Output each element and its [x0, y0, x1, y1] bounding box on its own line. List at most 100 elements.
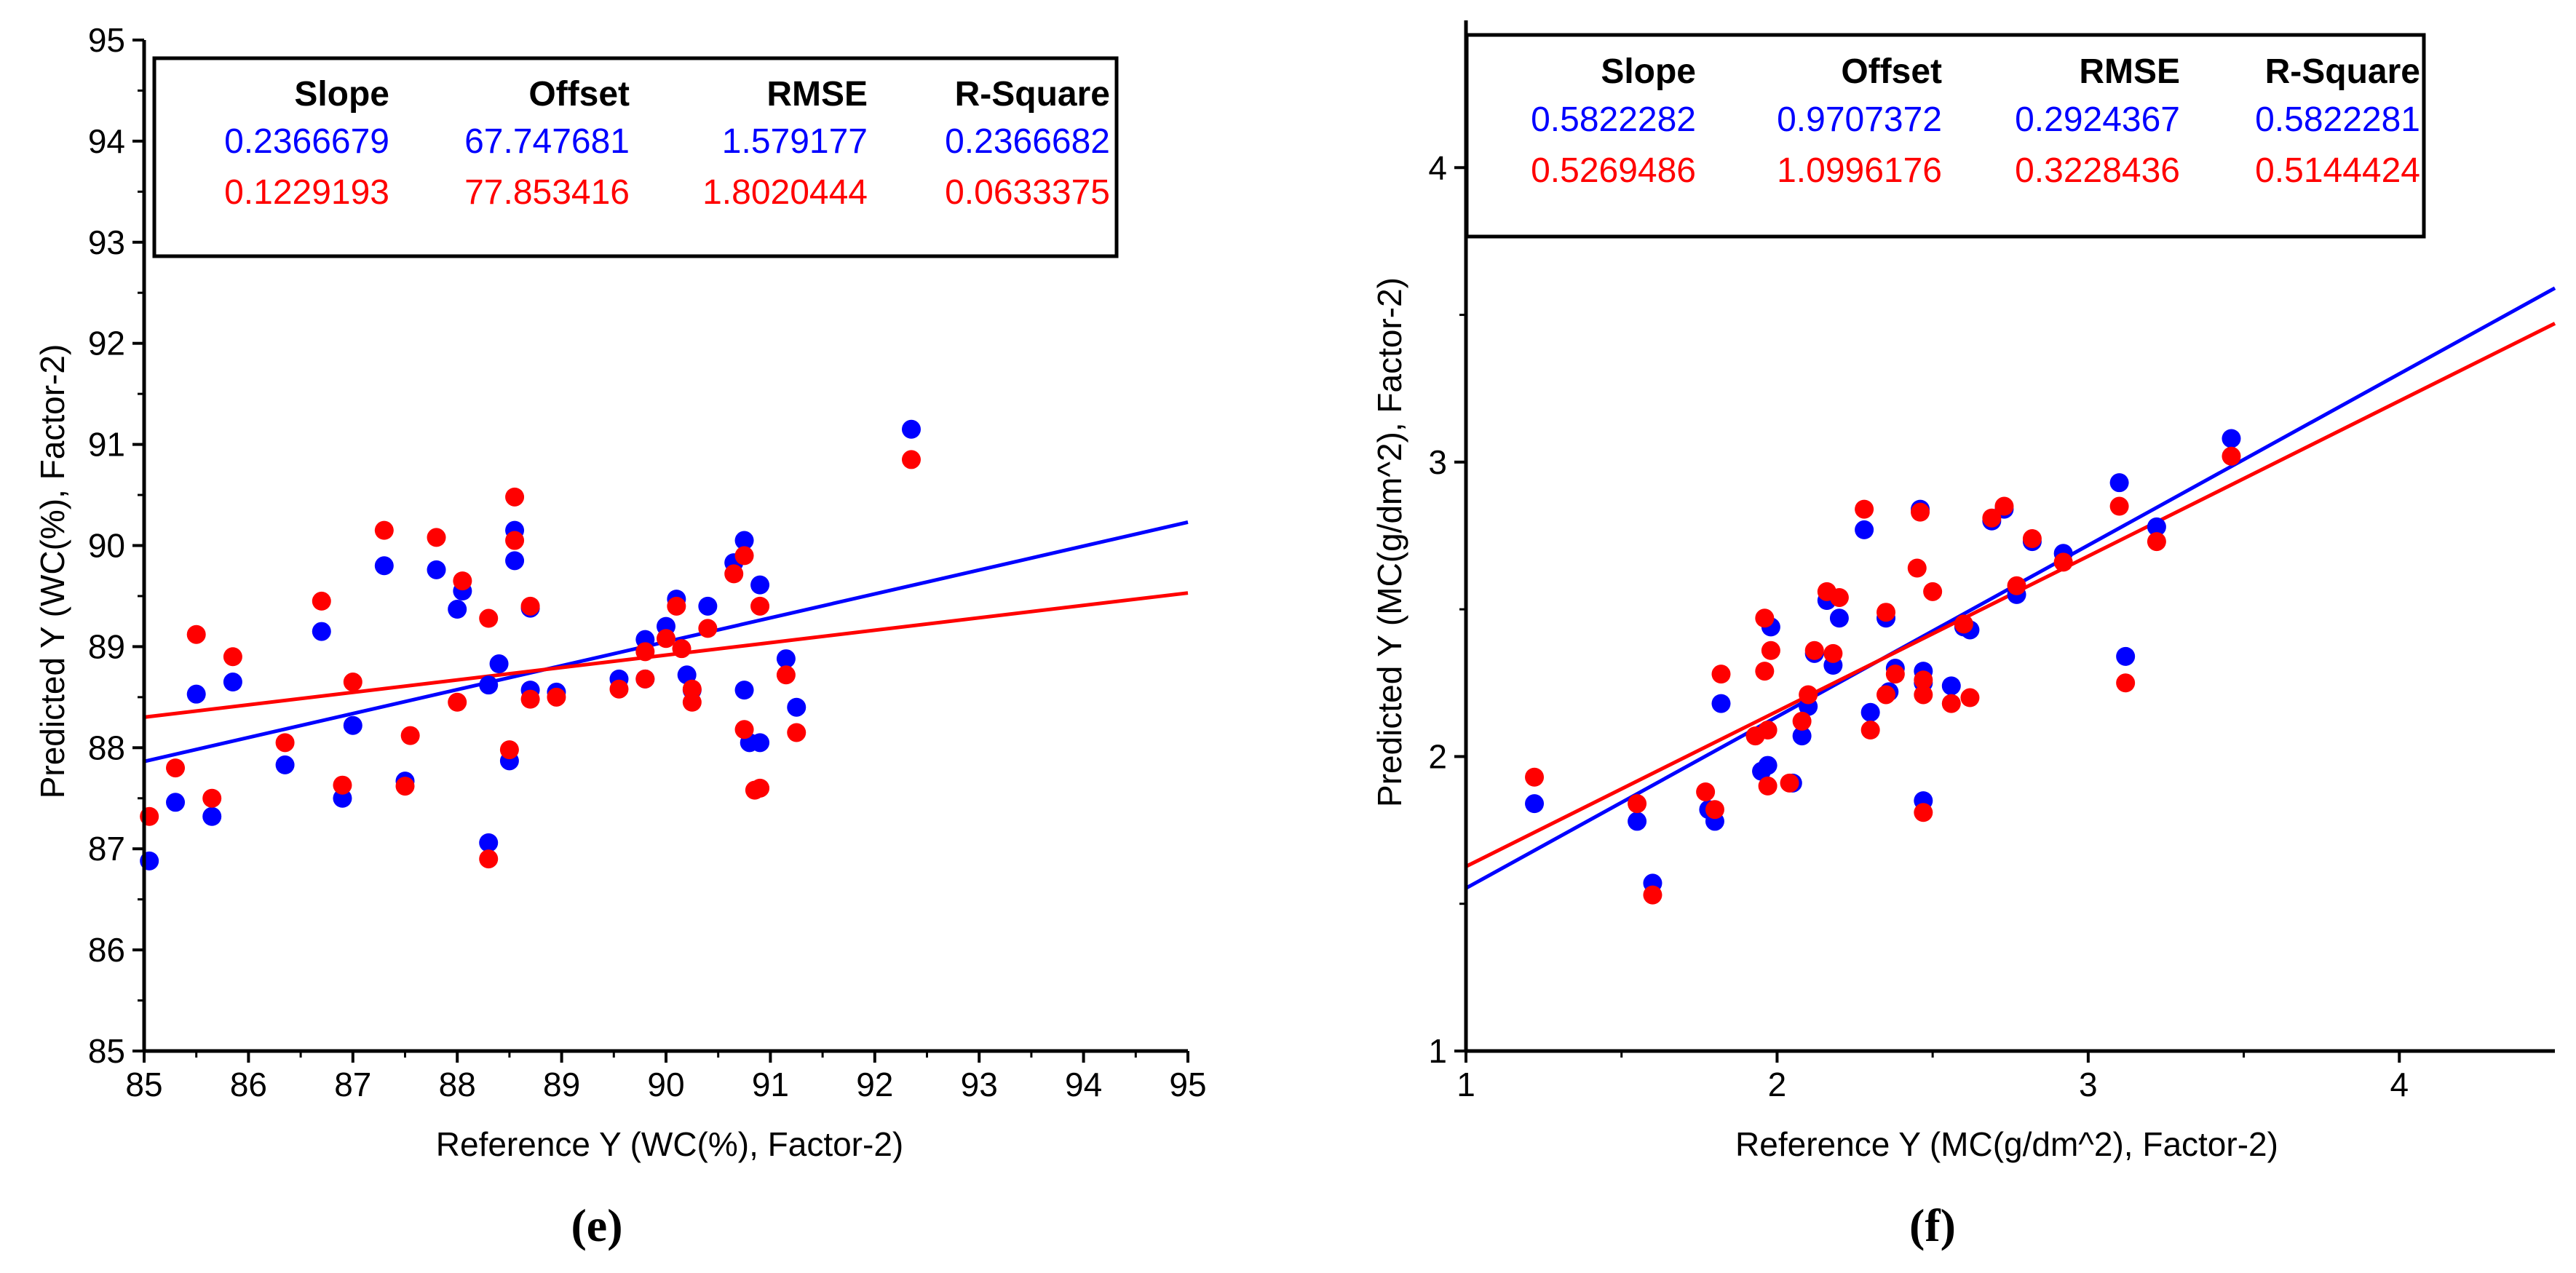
panel-f-red-slope: 0.5269486: [1531, 151, 1696, 190]
panel-f-header-offset: Offset: [1841, 52, 1942, 91]
panel-e-red-point: [734, 720, 754, 739]
panel-e-blue-point: [698, 596, 718, 616]
panel-f-red-point: [1780, 773, 1799, 793]
panel-f-blue-point: [1941, 676, 1961, 696]
panel-e-blue-point: [312, 622, 331, 641]
panel-e-red-point: [682, 679, 702, 699]
panel-e-blue-point: [734, 531, 754, 550]
panel-e-blue-point: [901, 419, 921, 439]
panel-e-y-tick-label: 90: [88, 527, 125, 565]
panel-f-red-point: [2222, 446, 2241, 466]
panel-f-red-point: [1876, 685, 1896, 705]
panel-f-red-point: [1525, 767, 1545, 787]
panel-e-red-rmse: 1.8020444: [702, 173, 868, 212]
panel-e-y-tick-label: 94: [88, 122, 125, 160]
panel-e-red-point: [698, 619, 718, 638]
panel-e-x-tick-label: 91: [752, 1066, 789, 1103]
panel-e-red-point: [520, 596, 540, 616]
panel-f-header-rmse: RMSE: [2079, 52, 2180, 91]
panel-e-red-offset: 77.853416: [464, 173, 630, 212]
panel-e-blue-point: [505, 551, 525, 571]
panel-f-red-point: [2109, 496, 2129, 516]
panel-f-x-tick-label: 2: [1768, 1066, 1787, 1103]
panel-f-header-slope: Slope: [1601, 52, 1696, 91]
panel-f-y-tick-label: 3: [1428, 443, 1447, 481]
panel-f-red-point: [1628, 794, 1647, 814]
panel-e-red-point: [448, 692, 467, 712]
panel-e-blue-point: [186, 684, 206, 704]
panel-e-red-point: [275, 733, 295, 753]
panel-e-blue-point: [427, 560, 446, 579]
panel-f-blue-point: [1855, 520, 1874, 539]
panel-e-blue-point: [333, 788, 352, 808]
panel-e-header-slope: Slope: [294, 75, 389, 114]
panel-f-blue-point: [1829, 608, 1849, 628]
panel-f-stats-box: [1465, 33, 2426, 239]
panel-e-points: [140, 419, 921, 871]
panel-e-red-point: [901, 450, 921, 469]
panel-e-y-tick-label: 93: [88, 223, 125, 261]
panel-e-red-point: [333, 775, 352, 795]
panel-f-blue-offset: 0.9707372: [1777, 100, 1942, 139]
panel-f-red-point: [1954, 614, 1973, 634]
panel-e-stats-table: Slope Offset RMSE R-Square 0.2366679 67.…: [152, 56, 1119, 258]
panel-f-points: [1525, 429, 2241, 905]
panel-e-red-rsquare: 0.0633375: [945, 173, 1110, 212]
panel-e-y-tick-label: 87: [88, 830, 125, 868]
panel-e-red-point: [547, 687, 566, 707]
panel-e-y-tick-label: 89: [88, 627, 125, 665]
panel-f-red-point: [1705, 800, 1724, 820]
panel-f-y-tick-label: 2: [1428, 737, 1447, 775]
panel-e-blue-point: [479, 675, 499, 695]
panel-f-red-point: [1696, 782, 1716, 801]
panel-e-y-tick-label: 88: [88, 729, 125, 766]
panel-f-y-axis-label: Predicted Y (MC(g/dm^2), Factor-2): [1371, 277, 1408, 807]
panel-e-red-point: [479, 849, 499, 869]
panel-e-red-point: [400, 726, 420, 745]
panel-f-red-point: [1914, 803, 1933, 822]
panel-e-red-fit-line: [143, 591, 1189, 719]
panel-e-x-tick-label: 87: [334, 1066, 371, 1103]
panel-e-red-point: [787, 723, 807, 742]
panel-e-axes: 85 86 87 88 89 90 91 92 93 94 95 85 86 87 88 89 90 91 92 93…: [88, 21, 1207, 1103]
panel-e-red-point: [682, 692, 702, 712]
panel-e-red-point: [223, 647, 242, 667]
panel-f-red-rsquare: 0.5144424: [2255, 151, 2420, 190]
panel-e-red-point: [202, 788, 222, 808]
panel-f-blue-point: [1711, 694, 1731, 713]
panel-f-red-point: [1823, 643, 1843, 663]
panel-f-x-tick-label: 1: [1457, 1066, 1475, 1103]
panel-e-y-tick-label: 92: [88, 325, 125, 362]
panel-e-blue-point: [374, 556, 394, 576]
panel-f-blue-rmse: 0.2924367: [2015, 100, 2180, 139]
panel-f-red-point: [1960, 688, 1980, 707]
panel-f-red-point: [1914, 685, 1933, 705]
panel-f-red-point: [1829, 587, 1849, 607]
panel-e-x-tick-label: 92: [856, 1066, 893, 1103]
panel-e-red-point: [776, 665, 796, 685]
panel-e-red-point: [505, 487, 525, 507]
panel-e-x-tick-label: 94: [1065, 1066, 1102, 1103]
panel-e-red-point: [186, 624, 206, 644]
panel-f-stats-table: Slope Offset RMSE R-Square 0.5822282 0.9…: [1465, 33, 2426, 239]
panel-e-blue-rsquare: 0.2366682: [945, 122, 1110, 161]
panel-e-red-point: [427, 528, 446, 547]
panel-e-x-tick-label: 88: [439, 1066, 476, 1103]
panel-f-header-rsquare: R-Square: [2265, 52, 2420, 91]
panel-f-x-tick-label: 4: [2390, 1066, 2409, 1103]
panel-e-y-axis-label: Predicted Y (WC(%), Factor-2): [33, 344, 71, 799]
panel-e-y-tick-label: 95: [88, 21, 125, 59]
panel-e-red-point: [453, 571, 472, 591]
panel-e-red-point: [750, 596, 770, 616]
panel-e-blue-point: [750, 575, 770, 595]
panel-e-y-tick-label: 91: [88, 426, 125, 464]
panel-f-blue-point: [1628, 812, 1647, 831]
panel-e-red-point: [609, 679, 629, 699]
panel-f-red-point: [2022, 529, 2042, 549]
panel-f-blue-point: [2109, 473, 2129, 493]
panel-f-red-point: [1923, 582, 1943, 601]
panel-e-red-point: [343, 673, 362, 692]
panel-e-x-tick-label: 95: [1169, 1066, 1206, 1103]
panel-f-blue-point: [2116, 646, 2136, 666]
panel-f-red-point: [1755, 662, 1775, 681]
